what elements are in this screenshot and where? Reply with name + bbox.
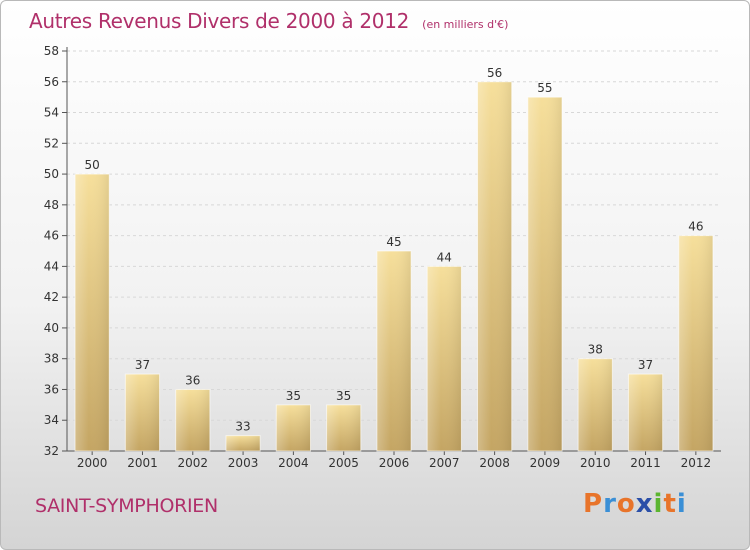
- y-tick-label: 44: [44, 259, 59, 273]
- bar-highlight: [627, 373, 664, 452]
- x-tick-label: 2003: [228, 456, 259, 470]
- y-tick-label: 46: [44, 229, 59, 243]
- x-tick-label: 2002: [177, 456, 208, 470]
- y-tick-label: 40: [44, 321, 59, 335]
- y-tick-label: 52: [44, 136, 59, 150]
- data-label: 35: [336, 389, 351, 403]
- data-label: 38: [588, 343, 603, 357]
- x-tick-label: 2010: [580, 456, 611, 470]
- data-label: 55: [537, 81, 552, 95]
- x-tick-label: 2004: [278, 456, 309, 470]
- logo-letter: P: [583, 489, 604, 519]
- y-tick-label: 48: [44, 198, 59, 212]
- proxiti-logo: Proxiti: [583, 489, 687, 519]
- axis-layer: 32 34 36 38 40 42 44 46 48 50 52 54 56 58 2000 2001 2002…: [44, 44, 721, 470]
- bar-highlight: [678, 235, 714, 452]
- logo-letter: o: [616, 489, 636, 519]
- data-label: 37: [638, 358, 653, 372]
- data-label: 50: [85, 158, 100, 172]
- data-label: 56: [487, 66, 502, 80]
- y-tick-label: 38: [44, 352, 59, 366]
- label-layer: 50 37 36 33 35 35 45 44 56 55 38 37 46: [85, 66, 704, 434]
- x-tick-label: 2008: [479, 456, 510, 470]
- x-tick-label: 2000: [77, 456, 108, 470]
- logo-letter: r: [603, 489, 617, 519]
- bar-highlight: [74, 173, 110, 452]
- bar-highlight: [426, 265, 462, 452]
- bar-highlight: [175, 388, 211, 452]
- bar-highlight: [477, 81, 513, 452]
- commune-name: SAINT-SYMPHORIEN: [35, 495, 218, 517]
- y-tick-label: 36: [44, 382, 59, 396]
- bar-highlight: [326, 404, 362, 452]
- bar-highlight: [225, 435, 261, 452]
- data-label: 33: [235, 420, 250, 434]
- y-tick-label: 50: [44, 167, 59, 181]
- data-label: 44: [437, 250, 452, 264]
- y-tick-label: 58: [44, 44, 59, 58]
- logo-letter: i: [653, 489, 664, 519]
- bar-highlight: [275, 404, 311, 452]
- bar-highlight: [376, 250, 412, 452]
- data-label: 45: [386, 235, 401, 249]
- logo-letter: x: [635, 489, 654, 519]
- x-tick-label: 2012: [681, 456, 712, 470]
- chart-title: Autres Revenus Divers de 2000 à 2012: [29, 9, 410, 33]
- logo-letter: i: [676, 489, 687, 519]
- y-tick-label: 56: [44, 75, 59, 89]
- x-tick-label: 2001: [127, 456, 158, 470]
- bar-highlight: [527, 96, 563, 452]
- bar-highlight: [124, 373, 161, 452]
- x-tick-label: 2011: [630, 456, 661, 470]
- data-label: 36: [185, 373, 200, 387]
- y-tick-label: 54: [44, 106, 59, 120]
- y-tick-label: 32: [44, 444, 59, 458]
- x-tick-label: 2007: [429, 456, 460, 470]
- x-tick-label: 2009: [530, 456, 561, 470]
- chart-title-row: Autres Revenus Divers de 2000 à 2012 (en…: [29, 9, 508, 33]
- data-label: 35: [286, 389, 301, 403]
- y-tick-label: 34: [44, 413, 59, 427]
- y-tick-label: 42: [44, 290, 59, 304]
- bar-layer: [74, 81, 714, 452]
- logo-letter: t: [663, 489, 677, 519]
- bar-highlight: [577, 358, 613, 452]
- data-label: 37: [135, 358, 150, 372]
- data-label: 46: [688, 220, 703, 234]
- x-tick-label: 2005: [328, 456, 359, 470]
- chart-unit: (en milliers d'€): [422, 18, 509, 31]
- x-tick-label: 2006: [379, 456, 410, 470]
